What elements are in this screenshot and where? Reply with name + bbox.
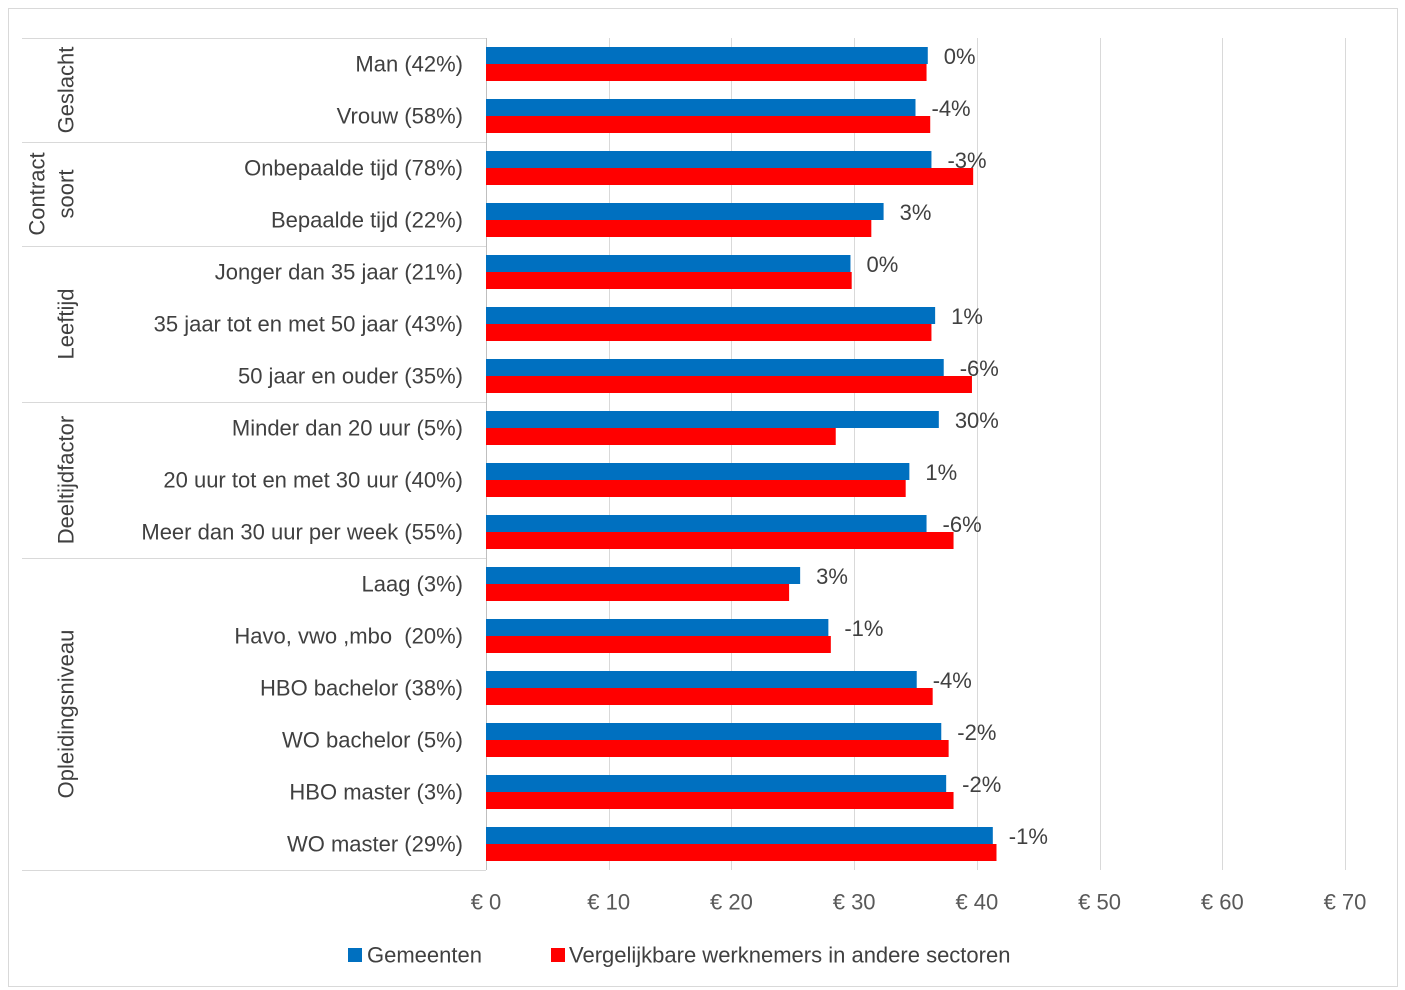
category-label: Meer dan 30 uur per week (55%) — [141, 520, 463, 545]
bar-andere-sectoren — [486, 116, 931, 133]
legend-swatch-gemeenten — [348, 948, 362, 962]
bar-andere-sectoren — [486, 688, 933, 705]
bar-gemeenten — [486, 619, 829, 636]
data-label: 30% — [955, 408, 999, 433]
bar-andere-sectoren — [486, 220, 872, 237]
data-label: -1% — [1009, 824, 1048, 849]
bar-andere-sectoren — [486, 272, 852, 289]
category-label: 20 uur tot en met 30 uur (40%) — [163, 468, 463, 493]
bar-gemeenten — [486, 359, 944, 376]
x-tick-label: € 10 — [587, 890, 630, 915]
legend-swatch-andere-sectoren — [551, 948, 565, 962]
x-tick-label: € 70 — [1324, 890, 1367, 915]
category-label: HBO bachelor (38%) — [260, 676, 463, 701]
bar-andere-sectoren — [486, 844, 997, 861]
bar-gemeenten — [486, 307, 936, 324]
group-label: soort — [54, 170, 79, 219]
bar-andere-sectoren — [486, 792, 954, 809]
bar-andere-sectoren — [486, 532, 954, 549]
x-tick-label: € 40 — [955, 890, 998, 915]
data-label: -1% — [844, 616, 883, 641]
bar-gemeenten — [486, 151, 932, 168]
bar-andere-sectoren — [486, 64, 927, 81]
bar-gemeenten — [486, 411, 939, 428]
category-label: 35 jaar tot en met 50 jaar (43%) — [154, 312, 463, 337]
bar-gemeenten — [486, 671, 917, 688]
bar-andere-sectoren — [486, 428, 836, 445]
data-label: 1% — [951, 304, 983, 329]
bar-gemeenten — [486, 463, 910, 480]
bars — [486, 47, 997, 861]
x-tick-label: € 0 — [471, 890, 502, 915]
category-label: Havo, vwo ,mbo (20%) — [234, 624, 463, 649]
data-label: 1% — [925, 460, 957, 485]
bar-andere-sectoren — [486, 480, 906, 497]
group-label: Deeltijdfactor — [54, 416, 79, 544]
data-label: 3% — [816, 564, 848, 589]
bar-andere-sectoren — [486, 376, 972, 393]
legend-item-andere-sectoren: Vergelijkbare werknemers in andere secto… — [551, 943, 1010, 968]
bar-gemeenten — [486, 99, 916, 116]
x-tick-label: € 30 — [833, 890, 876, 915]
bar-andere-sectoren — [486, 740, 949, 757]
data-label: -3% — [947, 148, 986, 173]
category-label: WO master (29%) — [287, 832, 463, 857]
data-label: 0% — [944, 44, 976, 69]
bar-gemeenten — [486, 723, 942, 740]
data-label: -4% — [933, 668, 972, 693]
category-label: Minder dan 20 uur (5%) — [232, 416, 463, 441]
data-label: 3% — [900, 200, 932, 225]
bar-andere-sectoren — [486, 324, 932, 341]
category-label: Laag (3%) — [361, 572, 463, 597]
bar-gemeenten — [486, 775, 947, 792]
category-label: HBO master (3%) — [289, 780, 463, 805]
legend-item-gemeenten: Gemeenten — [348, 943, 482, 968]
category-label: Man (42%) — [355, 52, 463, 77]
data-label: -2% — [962, 772, 1001, 797]
category-label: Vrouw (58%) — [337, 104, 463, 129]
bar-gemeenten — [486, 47, 928, 64]
group-label: Geslacht — [54, 47, 79, 134]
legend-label-gemeenten: Gemeenten — [367, 943, 482, 968]
bar-gemeenten — [486, 515, 927, 532]
legend-label-andere-sectoren: Vergelijkbare werknemers in andere secto… — [569, 943, 1010, 968]
data-label: 0% — [866, 252, 898, 277]
data-label: -6% — [943, 512, 982, 537]
category-label: Bepaalde tijd (22%) — [271, 208, 463, 233]
bar-andere-sectoren — [486, 584, 790, 601]
labels: € 0 € 10 € 20 € 30 € 40 € 50 € 60 € 70 Geslacht M… — [25, 44, 1367, 915]
bar-andere-sectoren — [486, 636, 831, 653]
bar-gemeenten — [486, 827, 993, 844]
x-tick-label: € 20 — [710, 890, 753, 915]
data-label: -4% — [932, 96, 971, 121]
x-tick-label: € 50 — [1078, 890, 1121, 915]
x-tick-label: € 60 — [1201, 890, 1244, 915]
group-label: Contract — [25, 152, 50, 235]
bar-andere-sectoren — [486, 168, 974, 185]
group-label: Opleidingsniveau — [54, 630, 79, 799]
data-label: -2% — [957, 720, 996, 745]
category-label: 50 jaar en ouder (35%) — [238, 364, 463, 389]
category-label: WO bachelor (5%) — [282, 728, 463, 753]
category-label: Jonger dan 35 jaar (21%) — [215, 260, 463, 285]
group-label: Leeftijd — [54, 289, 79, 360]
bar-gemeenten — [486, 567, 801, 584]
data-label: -6% — [960, 356, 999, 381]
legend: Gemeenten Vergelijkbare werknemers in an… — [348, 943, 1010, 968]
category-label: Onbepaalde tijd (78%) — [244, 156, 463, 181]
bar-gemeenten — [486, 203, 884, 220]
bar-gemeenten — [486, 255, 851, 272]
